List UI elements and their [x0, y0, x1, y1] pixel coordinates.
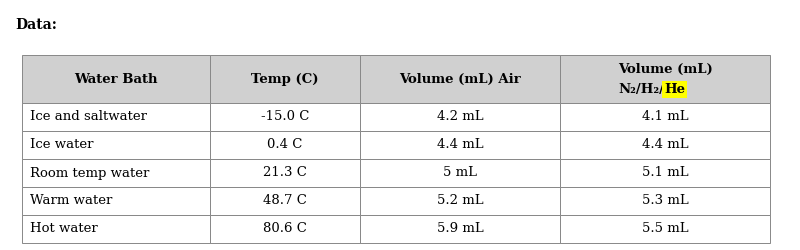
Text: 4.4 mL: 4.4 mL: [642, 138, 688, 151]
Text: Ice water: Ice water: [30, 138, 94, 151]
Text: 5.3 mL: 5.3 mL: [642, 194, 688, 207]
Text: Data:: Data:: [15, 18, 57, 32]
Text: Warm water: Warm water: [30, 194, 112, 207]
Text: 48.7 C: 48.7 C: [263, 194, 307, 207]
Text: 5 mL: 5 mL: [443, 166, 477, 179]
Text: N₂/H₂/: N₂/H₂/: [618, 83, 664, 96]
Text: 5.2 mL: 5.2 mL: [437, 194, 483, 207]
Text: Ice and saltwater: Ice and saltwater: [30, 110, 147, 124]
Text: 5.9 mL: 5.9 mL: [437, 222, 483, 235]
Text: Water Bath: Water Bath: [74, 72, 158, 86]
Text: Volume (mL): Volume (mL): [618, 63, 712, 76]
Text: -15.0 C: -15.0 C: [261, 110, 309, 124]
Text: 5.5 mL: 5.5 mL: [642, 222, 688, 235]
Text: 0.4 C: 0.4 C: [267, 138, 302, 151]
Text: 4.1 mL: 4.1 mL: [642, 110, 688, 124]
Text: He: He: [664, 83, 685, 96]
Text: 4.2 mL: 4.2 mL: [437, 110, 483, 124]
Text: 4.4 mL: 4.4 mL: [437, 138, 483, 151]
Text: 80.6 C: 80.6 C: [263, 222, 307, 235]
Text: 5.1 mL: 5.1 mL: [642, 166, 688, 179]
Text: Volume (mL) Air: Volume (mL) Air: [399, 72, 521, 86]
Text: Temp (C): Temp (C): [251, 72, 318, 86]
Text: 21.3 C: 21.3 C: [263, 166, 307, 179]
Text: Hot water: Hot water: [30, 222, 98, 235]
Text: Room temp water: Room temp water: [30, 166, 150, 179]
